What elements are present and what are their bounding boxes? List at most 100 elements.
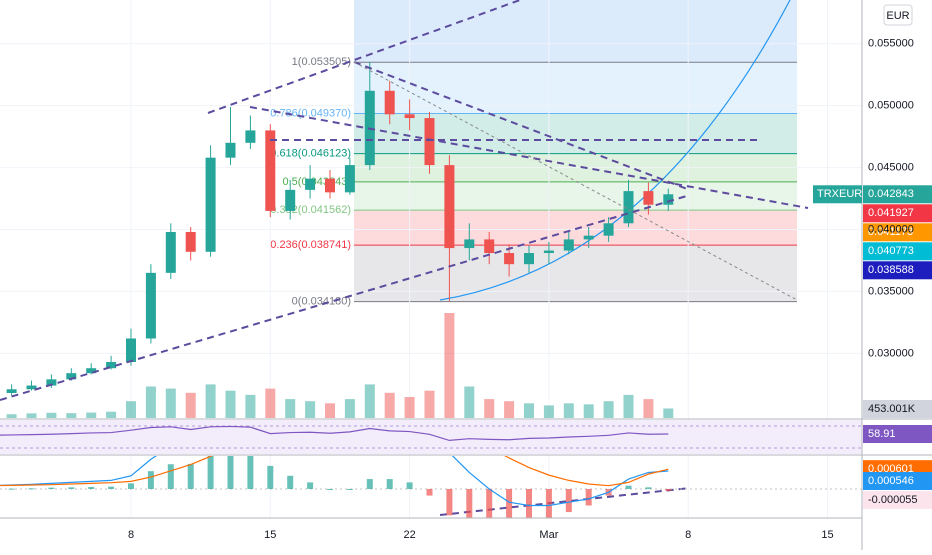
candle-body [86,368,97,374]
macd-bar [327,488,333,490]
x-tick-label: 15 [821,529,833,541]
volume-tag-bg [863,400,932,418]
hist-tag: -0.000055 [868,494,918,506]
fib-label: 1(0.053505) [292,56,351,68]
macd-bar [446,488,453,516]
volume-bar [563,403,574,418]
candle-body [424,118,435,166]
currency: EUR [886,10,909,22]
volume-bar [444,313,455,418]
signal-line [0,456,669,487]
macd-bar [48,487,55,489]
ma-tag-bg [863,204,932,223]
volume-bar [583,404,594,418]
rsi-pane [0,420,862,454]
hist-tag-bg [863,491,932,509]
x-tick-label: 8 [128,529,134,541]
volume-bar [46,412,57,418]
fib-label: 0(0.034180) [292,295,351,307]
currency-badge[interactable] [883,4,913,26]
volume-bar [165,388,176,418]
candle-body [205,157,216,252]
candle-body [145,272,156,339]
macd-bar [625,485,632,489]
macd-tag-bg [863,472,932,490]
macd-bar [506,488,513,518]
volume-bar [126,401,136,418]
ma-tag-bg [863,223,932,242]
macd-bar [68,487,75,489]
volume-bar [424,390,435,418]
candle-body [106,362,117,369]
fib-zone [354,62,797,114]
macd-bar [346,488,353,490]
volume-tag: 453.001K [868,403,916,415]
volume-bar [26,413,37,418]
macd-bar [28,488,35,490]
candle-body [543,250,554,254]
candle-body [663,194,674,205]
y-tick-label: 0.045000 [868,161,914,173]
candle-body [504,253,515,265]
candle-body [484,239,495,254]
macd-bar [247,456,254,489]
macd-bar [545,488,552,518]
ma-tag: 0.038588 [868,264,914,276]
fib-label: 0.236(0.038741) [270,239,351,251]
y-tick-label: 0.050000 [868,100,914,112]
symbol: TRXEUR [817,188,862,200]
macd-bar [227,456,234,489]
candle-body [344,165,355,193]
volume-bar [504,401,515,418]
fib-label: 0.5(0.043843) [283,176,352,188]
volume-bar [285,399,296,418]
macd-bar [366,479,373,489]
macd-bar [267,465,274,489]
macd-bar [167,464,174,489]
macd-bar [585,488,592,506]
ma-tag-bg [863,242,932,261]
rsi-line [0,425,669,442]
candle-body [245,130,256,143]
volume-bar [524,403,534,418]
macd-bar [486,488,493,518]
fib-zone [354,245,797,302]
macd-bar [187,463,194,489]
macd-bar [128,483,134,489]
macd-bar [108,486,115,489]
x-tick-label: 8 [685,529,691,541]
symbol-bg [813,185,862,204]
candle-body [285,189,296,211]
rsi-tag: 58.91 [868,428,896,440]
fib-label: 0.786(0.049370) [270,107,351,119]
candle-body [583,235,594,240]
rsi-tag-bg [863,425,932,443]
volume-bar [86,412,97,418]
candle-body [66,373,77,380]
volume-bar [225,390,236,418]
candle-body [444,165,455,249]
fib-label: 0.382(0.041562) [270,204,351,216]
y-tick-label: 0.035000 [868,285,914,297]
macd-bar [386,479,393,489]
last-price: 0.042843 [868,188,914,200]
macd-pane [0,456,672,518]
volume-bar [106,411,117,418]
volume-bar [464,386,475,418]
candle-body [563,239,574,251]
candle-body [265,130,276,211]
candle-body [305,178,316,190]
volume-bar [404,397,415,418]
fib-zone [354,181,797,211]
macd-bar [426,488,433,496]
candle-body [325,178,335,193]
volume-bar [384,392,395,418]
candle-body [185,231,196,252]
x-tick-label: 22 [403,529,415,541]
macd-tag: 0.000546 [868,475,914,487]
fib-zone [354,210,797,246]
macd-line [0,456,669,507]
candle-body [623,191,634,224]
macd-bar [207,456,214,489]
candle-body [603,223,614,236]
